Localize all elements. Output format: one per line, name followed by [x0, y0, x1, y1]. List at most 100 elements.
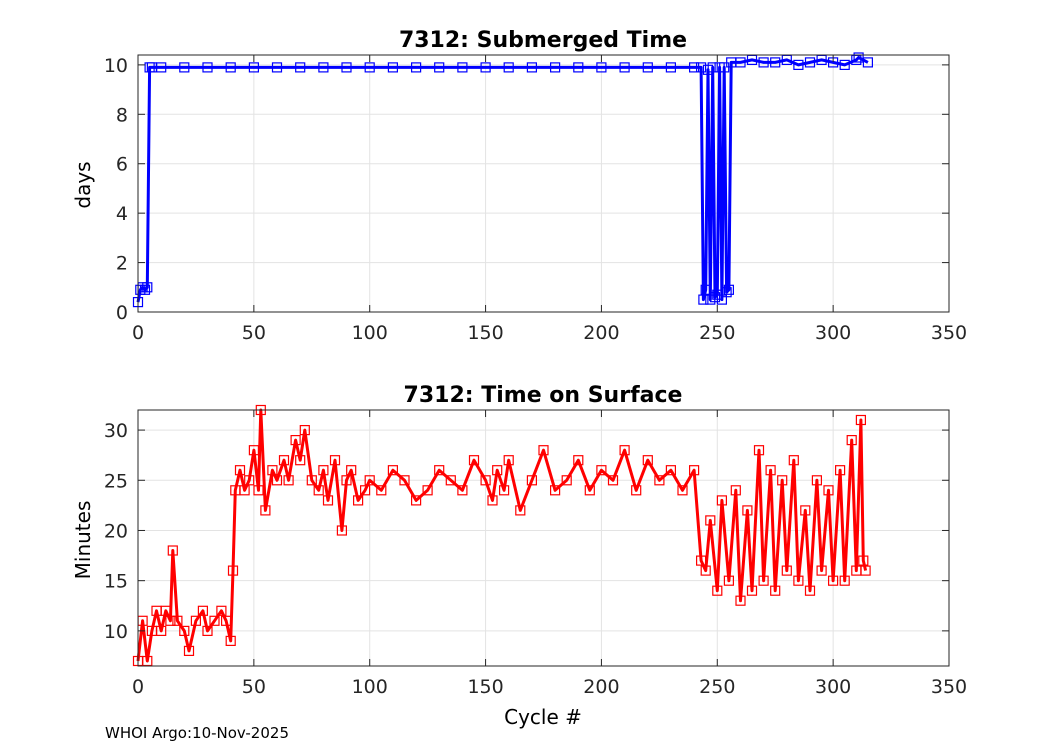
data-point — [216, 605, 227, 616]
data-point — [707, 62, 718, 73]
y-tick-label: 2 — [116, 253, 128, 275]
data-point — [596, 62, 607, 73]
data-point — [172, 615, 183, 626]
data-point — [202, 625, 213, 637]
data-point — [336, 525, 347, 536]
x-tick-label: 50 — [242, 322, 266, 344]
data-point — [758, 575, 769, 586]
series-line — [136, 408, 868, 663]
data-point — [716, 495, 728, 506]
data-point — [267, 465, 278, 476]
data-point — [160, 605, 171, 616]
data-point — [341, 475, 352, 486]
data-point — [244, 475, 255, 486]
data-point — [746, 585, 758, 596]
data-point — [364, 475, 375, 486]
data-point — [248, 445, 259, 456]
data-point — [179, 625, 190, 637]
axes-frame — [137, 54, 950, 313]
data-point — [619, 445, 630, 456]
y-tick-label: 20 — [104, 520, 128, 542]
data-point — [142, 282, 153, 293]
data-point — [179, 62, 190, 73]
data-point — [221, 615, 232, 626]
data-point — [770, 585, 781, 596]
data-point — [730, 485, 741, 496]
data-point — [721, 287, 732, 298]
y-tick-label: 0 — [116, 302, 128, 324]
data-point — [834, 465, 846, 476]
y-axis-label: Minutes — [71, 501, 95, 580]
y-tick-label: 25 — [104, 470, 128, 492]
x-tick-label: 0 — [132, 676, 144, 698]
data-point — [360, 485, 371, 496]
data-point — [788, 455, 799, 466]
data-point — [353, 495, 364, 506]
chart-title: 7312: Submerged Time — [399, 28, 687, 53]
data-point — [765, 465, 776, 476]
data-point — [804, 585, 816, 596]
data-point — [823, 485, 834, 496]
time-on-surface-chart: 7312: Time on Surface Minutes Cycle # 0 5… — [71, 383, 967, 729]
data-point — [487, 495, 498, 506]
data-point — [434, 62, 445, 73]
data-point — [492, 465, 503, 476]
data-point — [573, 455, 584, 466]
x-tick-label: 250 — [699, 322, 735, 344]
data-point — [156, 625, 167, 637]
data-point — [139, 284, 151, 295]
data-point — [549, 62, 561, 73]
data-point — [698, 294, 709, 305]
data-point — [445, 475, 456, 486]
data-point — [700, 565, 711, 576]
data-point — [665, 465, 677, 476]
data-point — [607, 475, 619, 486]
data-point — [422, 485, 433, 496]
x-tick-label: 200 — [583, 322, 619, 344]
data-point — [793, 59, 804, 71]
data-point — [561, 475, 572, 486]
data-point — [631, 485, 642, 496]
data-point — [816, 565, 827, 576]
data-point — [329, 455, 341, 466]
data-point — [227, 565, 239, 576]
data-point — [526, 62, 538, 73]
data-point — [596, 465, 607, 476]
x-tick-label: 50 — [242, 676, 266, 698]
x-tick-label: 300 — [815, 676, 851, 698]
y-tick-label: 30 — [104, 420, 128, 442]
x-tick-label: 100 — [352, 676, 388, 698]
data-point — [399, 475, 410, 486]
data-point — [705, 515, 716, 526]
data-point — [156, 62, 167, 73]
data-point — [793, 575, 804, 586]
data-point — [827, 575, 839, 586]
y-tick-label: 15 — [104, 571, 128, 593]
data-point — [202, 62, 213, 73]
data-point — [260, 505, 271, 516]
data-point — [503, 62, 514, 73]
data-point — [290, 435, 301, 446]
data-point — [573, 62, 584, 73]
x-tick-label: 300 — [815, 322, 851, 344]
data-point — [322, 495, 334, 506]
data-point — [839, 59, 850, 71]
data-point — [846, 435, 857, 446]
data-point — [712, 585, 723, 596]
footer-stamp: WHOI Argo:10-Nov-2025 — [105, 724, 289, 742]
plot-area — [138, 55, 949, 312]
data-point — [318, 465, 329, 476]
data-point — [318, 62, 329, 73]
data-point — [480, 62, 491, 73]
chart-title: 7312: Time on Surface — [404, 383, 683, 408]
y-tick-label: 6 — [116, 154, 128, 176]
data-point — [468, 455, 480, 466]
data-point — [295, 455, 306, 466]
y-tick-label: 4 — [116, 203, 128, 225]
data-point — [619, 62, 630, 73]
x-tick-label: 150 — [467, 676, 503, 698]
data-point — [642, 62, 653, 73]
data-point — [549, 485, 561, 496]
x-tick-label: 200 — [583, 676, 619, 698]
